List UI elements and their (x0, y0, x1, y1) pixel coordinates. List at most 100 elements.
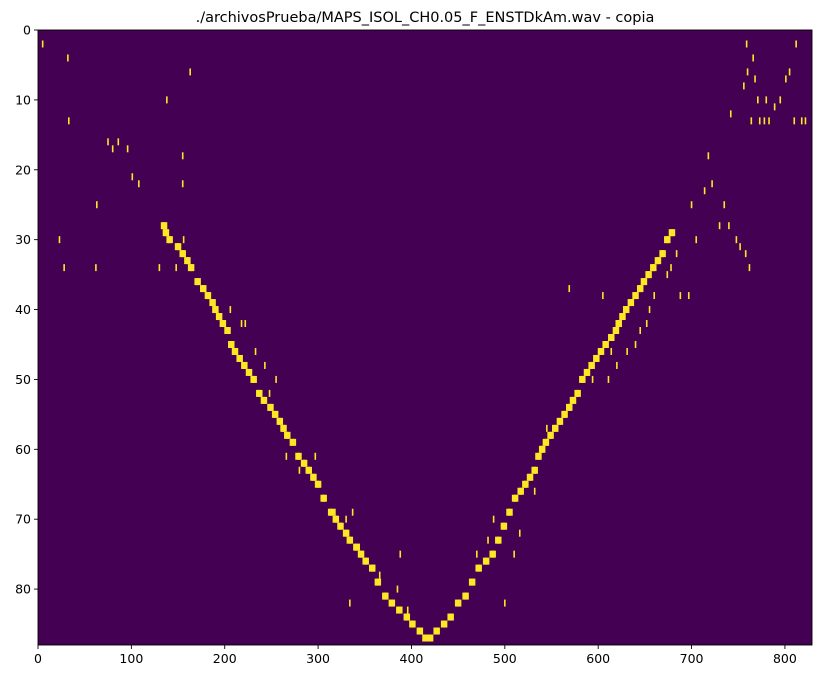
scatter-cell-1 (67, 54, 69, 62)
axes-frame (37, 29, 813, 646)
scatter-cell-90 (750, 117, 753, 125)
ascending-cell-5-b (462, 592, 467, 600)
ascending-cell-9-b (489, 550, 495, 558)
scatter-cell-89 (746, 68, 749, 76)
scatter-cell-19 (182, 236, 185, 244)
scatter-cell-44 (487, 536, 489, 544)
descending-cell-38-b (344, 529, 350, 537)
x-tick-label-4: 400 (400, 651, 424, 666)
descending-cell-25-b (278, 417, 284, 425)
scatter-cell-83 (768, 117, 770, 125)
descending-cell-0-b (162, 222, 168, 230)
chart-title: ./archivosPrueba/MAPS_ISOL_CH0.05_F_ENST… (196, 10, 655, 26)
ascending-cell-48-b (668, 229, 674, 237)
scatter-cell-3 (58, 236, 61, 244)
scatter-cell-51 (607, 375, 610, 383)
y-tick-label-5: 50 (15, 372, 31, 387)
scatter-cell-54 (626, 347, 628, 355)
x-tick-label-2: 200 (213, 651, 237, 666)
scatter-cell-91 (765, 96, 768, 104)
ascending-cell-36-b (615, 320, 621, 328)
scatter-cell-24 (264, 361, 266, 369)
descending-cell-47-b (397, 606, 403, 614)
scatter-cell-79 (754, 75, 756, 83)
descending-cell-9-b (206, 292, 212, 300)
scatter-cell-36 (396, 585, 399, 593)
scatter-cell-13 (158, 264, 161, 272)
scatter-cell-77 (745, 40, 748, 48)
ascending-cell-41-b (636, 285, 642, 293)
ascending-cell-20-b (542, 438, 548, 446)
scatter-cell-16 (181, 180, 184, 188)
ascending-cell-25-b (566, 403, 571, 411)
plot-background-layer (38, 30, 812, 645)
scatter-cell-47 (546, 424, 548, 432)
ascending-cell-13-b (511, 494, 517, 502)
descending-cell-34-b (322, 494, 327, 502)
ascending-cell-40-b (632, 292, 637, 300)
descending-cell-49-b (411, 620, 416, 628)
scatter-cell-52 (616, 361, 618, 369)
scatter-cell-29 (314, 452, 317, 460)
scatter-cell-33 (358, 543, 360, 551)
scatter-cell-43 (476, 550, 478, 558)
ascending-cell-27-b (574, 389, 580, 397)
descending-cell-20-b (252, 375, 257, 383)
scatter-cell-63 (679, 292, 682, 300)
scatter-cell-58 (648, 306, 651, 314)
scatter-cell-50 (591, 375, 594, 383)
descending-cell-4-b (181, 250, 186, 258)
descending-cell-48-b (405, 613, 411, 621)
descending-cell-15-b (229, 340, 235, 348)
scatter-cell-38 (349, 599, 351, 607)
ascending-cell-1-b (433, 627, 439, 635)
ascending-cell-15-b (522, 480, 527, 488)
ascending-cell-4-b (454, 599, 460, 607)
ascending-cell-38-b (622, 306, 628, 314)
ascending-cell-16-b (526, 473, 532, 481)
ascending-cell-45-b (654, 257, 660, 265)
descending-cell-23-b (269, 403, 274, 411)
descending-cell-31-b (307, 466, 312, 474)
ascending-cell-39-b (627, 299, 633, 307)
descending-cell-6-b (189, 264, 195, 272)
descending-cell-19-b (247, 368, 253, 376)
ascending-cell-8-b (482, 557, 488, 565)
scatter-cell-2 (68, 117, 70, 125)
scatter-cell-56 (639, 327, 642, 335)
descending-cell-45-b (383, 592, 389, 600)
scatter-cell-61 (670, 264, 672, 272)
y-tick-label-0: 0 (23, 23, 31, 38)
descending-cell-50-b (418, 627, 424, 635)
ascending-cell-19-b (538, 445, 544, 453)
scatter-cell-71 (718, 222, 721, 230)
scatter-cell-0 (41, 40, 44, 48)
scatter-cell-82 (763, 117, 766, 125)
scatter-cell-4 (63, 264, 65, 272)
x-tick-label-6: 600 (586, 651, 610, 666)
scatter-cell-23 (254, 347, 257, 355)
scatter-cell-76 (707, 152, 710, 160)
descending-cell-27-b (285, 431, 291, 439)
ascending-cell-18-b (535, 452, 540, 460)
ascending-cell-42-b (640, 278, 646, 286)
x-tick-label-3: 300 (306, 651, 330, 666)
descending-cell-17-b (238, 354, 243, 362)
scatter-cell-12 (138, 180, 140, 188)
descending-cell-26-b (282, 424, 287, 432)
scatter-cell-39 (399, 550, 402, 558)
scatter-cell-70 (728, 222, 730, 230)
scatter-cell-55 (634, 340, 637, 348)
descending-cell-43-b (370, 564, 376, 572)
descending-cell-5-b (186, 257, 191, 265)
scatter-cell-62 (675, 250, 678, 258)
scatter-cell-64 (687, 292, 690, 300)
scatter-cell-10 (126, 145, 129, 153)
scatter-cell-37 (406, 606, 409, 614)
scatter-cell-31 (345, 515, 347, 523)
descending-cell-16-b (233, 347, 239, 355)
scatter-cell-53 (610, 347, 613, 355)
scatter-cell-96 (729, 110, 732, 118)
ascending-cell-17-b (531, 466, 537, 474)
scatter-cell-26 (268, 389, 271, 397)
